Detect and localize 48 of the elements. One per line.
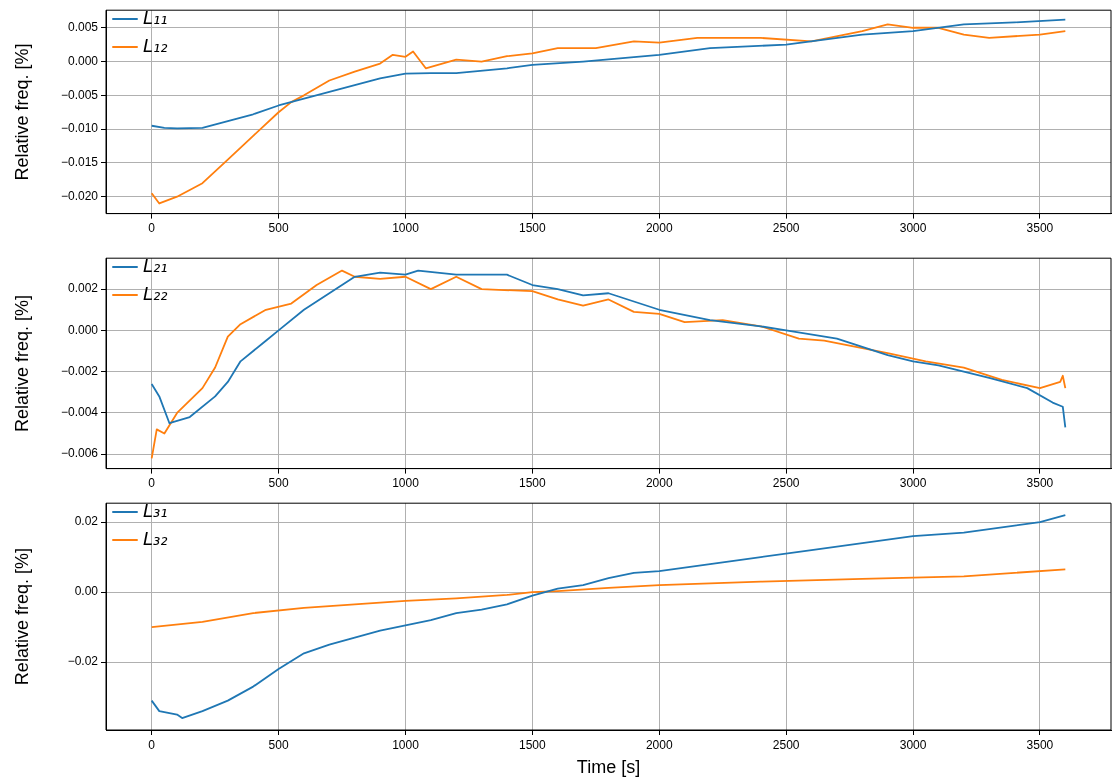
x-axis-title: Time [s] (576, 757, 641, 778)
y-tick-label: −0.005 (60, 87, 99, 102)
x-tick-label: 2000 (645, 737, 673, 752)
x-tick-label: 3500 (1026, 737, 1054, 752)
x-tick-label: 0 (148, 221, 156, 236)
x-tick-label: 2000 (645, 221, 673, 236)
y-tick-label: −0.002 (60, 363, 99, 378)
y-tick-label: −0.010 (60, 121, 99, 136)
x-tick-label: 1500 (519, 737, 547, 752)
x-tick-label: 1000 (392, 737, 420, 752)
y-tick-label: 0.000 (67, 53, 99, 68)
legend-label: L₃₁ (143, 499, 168, 521)
y-axis-title: Relative freq. [%] (11, 43, 32, 181)
x-tick-label: 1000 (392, 476, 420, 491)
y-tick-label: −0.004 (60, 405, 99, 420)
legend-label: L₂₁ (143, 254, 168, 276)
y-tick-label: −0.02 (67, 654, 99, 669)
x-tick-label: 1500 (519, 476, 547, 491)
x-tick-label: 3000 (899, 476, 927, 491)
x-tick-label: 0 (148, 476, 156, 491)
y-tick-label: 0.005 (67, 20, 99, 35)
x-tick-label: 3500 (1026, 476, 1054, 491)
x-tick-label: 2500 (772, 476, 800, 491)
y-tick-label: −0.020 (60, 189, 99, 204)
x-tick-label: 0 (148, 737, 156, 752)
legend-label: L₃₂ (143, 527, 168, 549)
y-tick-label: 0.00 (74, 584, 99, 599)
x-tick-label: 3000 (899, 737, 927, 752)
legend-label: L₁₁ (143, 6, 168, 28)
x-tick-label: 2500 (772, 221, 800, 236)
legend-label: L₁₂ (143, 34, 168, 56)
y-tick-label: −0.015 (60, 155, 99, 170)
x-tick-label: 500 (268, 221, 289, 236)
y-tick-label: −0.006 (60, 446, 99, 461)
x-tick-label: 1000 (392, 221, 420, 236)
x-tick-label: 3000 (899, 221, 927, 236)
y-tick-label: 0.02 (74, 514, 99, 529)
y-axis-title: Relative freq. [%] (11, 548, 32, 686)
x-tick-label: 3500 (1026, 221, 1054, 236)
legend-label: L₂₂ (143, 282, 168, 304)
x-tick-label: 2000 (645, 476, 673, 491)
x-tick-label: 500 (268, 476, 289, 491)
x-tick-label: 2500 (772, 737, 800, 752)
y-tick-label: 0.000 (67, 322, 99, 337)
x-tick-label: 1500 (519, 221, 547, 236)
x-tick-label: 500 (268, 737, 289, 752)
y-tick-label: 0.002 (67, 281, 99, 296)
y-axis-title: Relative freq. [%] (11, 294, 32, 432)
